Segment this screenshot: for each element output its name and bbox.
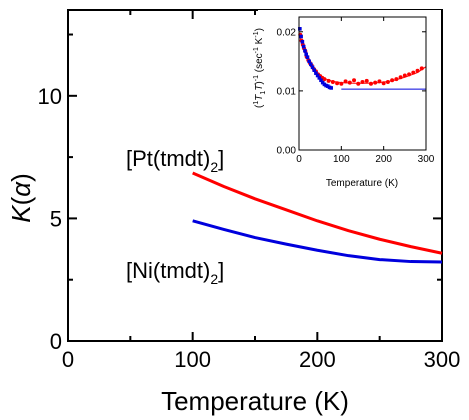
inset-point-ni [329,86,333,90]
inset-plot-frame [298,16,427,151]
inset-x-ticks: 0 100 200 300 [296,17,435,165]
inset-point-ni [312,68,317,72]
series-label-ni: [Ni(tmdt)2] [126,258,224,287]
main-y-tick-label: 0 [50,329,62,354]
inset-y-tick-label: 0.01 [277,86,297,97]
inset-point-ni [299,34,303,39]
main-plot: 0 100 200 300 0 5 10 Temperature (K) K(α) [Pt… [6,9,461,416]
inset-point-pt [352,78,357,83]
main-y-tick-label: 10 [38,84,62,109]
main-x-tick-label: 200 [299,347,336,372]
inset-point-ni [304,52,308,57]
inset-x-tick-label: 200 [375,154,392,165]
inset-point-pt [364,78,369,83]
inset-point-ni [307,59,311,64]
main-x-tick-label: 300 [424,347,461,372]
inset-point-ni [309,62,313,67]
inset-y-tick-label: 0.00 [277,146,297,157]
inset-point-pt [368,81,373,86]
series-label-pt: [Pt(tmdt)2] [126,146,224,175]
inset-point-ni [314,71,318,75]
inset-point-ni [301,44,306,49]
inset-point-ni [298,27,302,31]
inset-point-ni [305,55,310,59]
main-series [192,171,443,264]
main-y-ticks: 0 5 10 [38,33,442,354]
inset-series [298,27,427,90]
inset-x-tick-label: 0 [296,154,302,165]
main-x-tick-label: 0 [62,347,74,372]
inset-point-ni [300,40,305,44]
inset-x-axis-title: Temperature (K) [326,178,398,189]
inset-point-ni [303,48,307,53]
main-y-tick-label: 5 [50,206,62,231]
main-x-tick-label: 100 [174,347,211,372]
main-x-axis-title: Temperature (K) [161,386,349,416]
inset-plot: 0 100 200 300 0.000.010.02 Temperature (K) … [253,10,441,191]
inset-background [258,10,441,191]
inset-point-ni [315,73,320,78]
inset-point-ni [310,65,315,70]
inset-point-ni [319,78,323,83]
inset-x-tick-label: 100 [333,154,350,165]
inset-x-tick-label: 300 [418,154,435,165]
main-y-axis-title: K(α) [6,173,36,223]
inset-point-ni [317,76,322,80]
inset-point-pt [356,81,361,86]
inset-y-tick-label: 0.02 [277,27,297,38]
inset-y-ticks: 0.00 0.01 0.02 [277,27,426,157]
inset-y-axis-title: (1T1T)-1 (sec-1 K-1) [253,28,267,108]
main-series-line-ni [192,219,443,264]
main-series-line-pt [192,171,443,255]
